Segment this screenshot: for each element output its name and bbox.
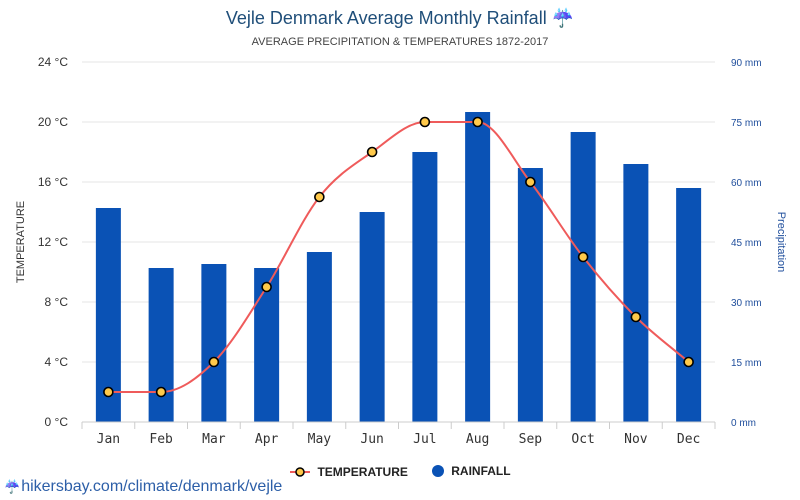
x-tick-label: Mar: [202, 432, 226, 447]
y-tick-label: 16 °C: [38, 175, 68, 189]
chart-title: Vejle Denmark Average Monthly Rainfall ☔: [0, 8, 800, 29]
y2-tick-label: 90 mm: [731, 58, 762, 69]
umbrella-icon: ☔: [551, 8, 575, 28]
temperature-point-apr: [261, 281, 272, 293]
temperature-point-sep: [525, 176, 536, 188]
x-tick-label: Apr: [255, 432, 279, 447]
x-tick-label: Feb: [149, 432, 173, 447]
legend-label-rainfall: RAINFALL: [451, 464, 511, 478]
x-tick-label: Sep: [519, 432, 543, 447]
y-tick-label: 12 °C: [38, 235, 68, 249]
legend-label-temperature: TEMPERATURE: [317, 465, 408, 479]
temperature-point-dec: [683, 356, 694, 368]
y2-tick-label: 75 mm: [731, 118, 762, 129]
rainfall-bar-jul: [412, 152, 438, 422]
x-tick-label: Aug: [466, 432, 489, 447]
x-tick-label: Oct: [571, 432, 594, 447]
temperature-point-may: [314, 191, 325, 203]
legend-item-temperature[interactable]: TEMPERATURE: [289, 465, 408, 479]
source-link-text: hikersbay.com/climate/denmark/vejle: [21, 478, 283, 495]
umbrella-small-icon: ☔: [4, 479, 21, 494]
rainfall-bar-jan: [95, 208, 121, 422]
temperature-point-feb: [155, 386, 167, 398]
rainfall-bar-apr: [254, 268, 280, 422]
x-tick-label: Jul: [413, 432, 436, 447]
y-axis-title: TEMPERATURE: [15, 201, 27, 283]
chart-legend: TEMPERATURE RAINFALL: [0, 464, 800, 481]
x-tick-label: Jun: [360, 432, 383, 447]
rainfall-bar-may: [306, 252, 332, 422]
rainfall-bar-aug: [465, 112, 491, 422]
temperature-point-jan: [103, 386, 114, 398]
rainfall-bar-mar: [201, 264, 227, 422]
y2-tick-label: 15 mm: [731, 358, 762, 369]
rainfall-bar-dec: [676, 188, 702, 422]
temperature-point-oct: [577, 251, 589, 263]
y2-tick-label: 0 mm: [731, 418, 756, 429]
temperature-legend-icon: [290, 467, 311, 477]
y2-tick-label: 60 mm: [731, 178, 762, 189]
rainfall-bar-sep: [517, 168, 543, 422]
y2-tick-label: 30 mm: [731, 298, 762, 309]
y-tick-label: 8 °C: [45, 295, 69, 309]
y-tick-label: 4 °C: [45, 355, 69, 369]
chart-subtitle: AVERAGE PRECIPITATION & TEMPERATURES 187…: [251, 36, 549, 48]
temperature-line: [108, 121, 690, 393]
rainfall-bar-nov: [623, 164, 649, 422]
rainfall-bar-oct: [570, 132, 596, 422]
legend-item-rainfall[interactable]: RAINFALL: [431, 464, 511, 478]
x-tick-label: Jan: [97, 432, 120, 447]
temperature-point-mar: [208, 356, 220, 368]
source-link[interactable]: ☔hikersbay.com/climate/denmark/vejle: [4, 478, 282, 496]
x-tick-label: Dec: [677, 432, 700, 447]
rainfall-bar-jun: [359, 212, 385, 422]
y2-tick-label: 45 mm: [731, 238, 762, 249]
y-tick-label: 24 °C: [38, 55, 68, 69]
y-tick-label: 0 °C: [45, 415, 69, 429]
temperature-point-nov: [630, 311, 642, 323]
rainfall-bar-feb: [148, 268, 174, 422]
x-tick-label: May: [308, 432, 332, 447]
temperature-point-jun: [366, 146, 378, 158]
y2-axis-title: Precipitation: [775, 212, 787, 273]
chart-title-text: Vejle Denmark Average Monthly Rainfall: [225, 8, 547, 28]
rainfall-legend-icon: [432, 465, 445, 477]
temperature-point-jul: [419, 116, 431, 128]
temperature-point-aug: [472, 116, 483, 128]
x-tick-label: Nov: [624, 432, 648, 447]
y-tick-label: 20 °C: [38, 115, 68, 129]
